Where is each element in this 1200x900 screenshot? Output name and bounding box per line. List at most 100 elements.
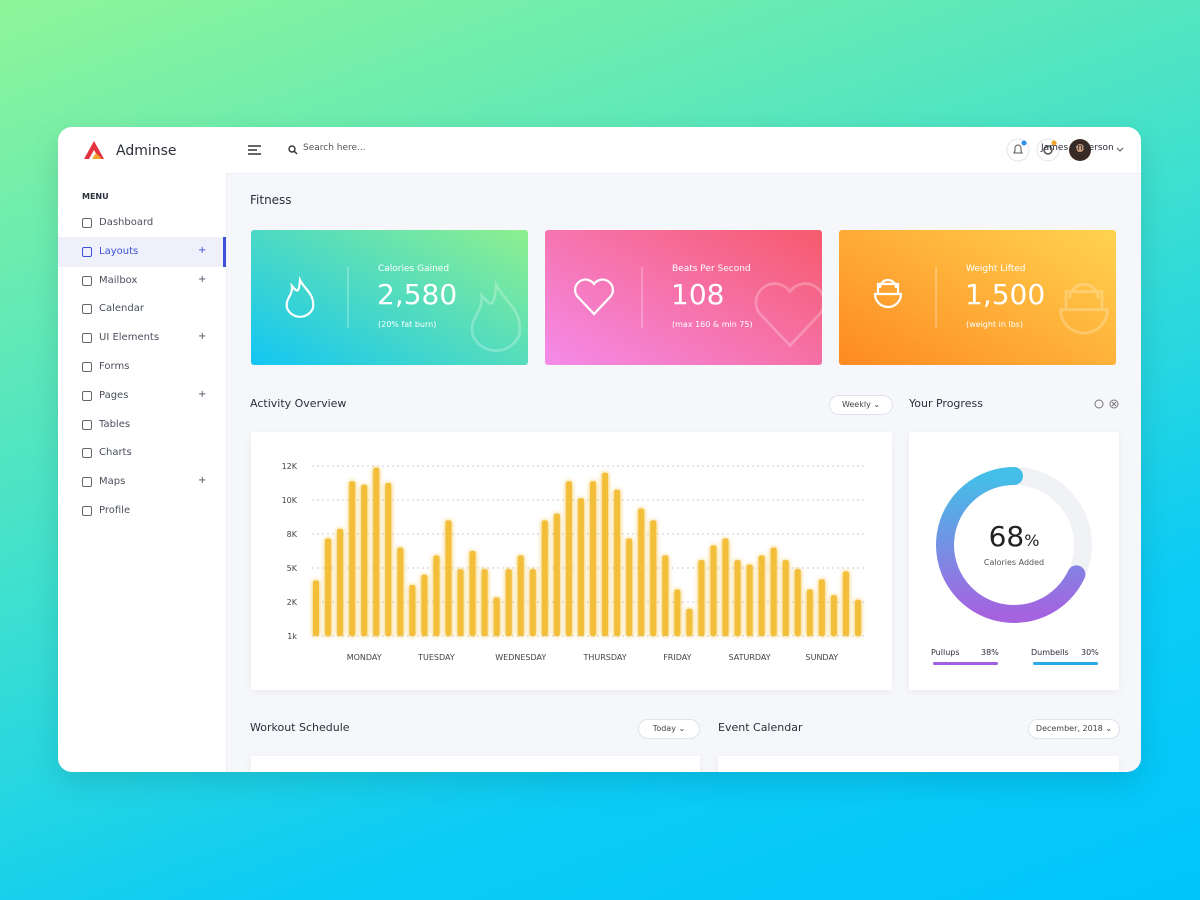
stat-value: 1,500 — [965, 278, 1046, 311]
menu-toggle: + — [198, 273, 207, 285]
menu-item[interactable]: Pages + — [58, 381, 226, 411]
x-tick-label: SATURDAY — [729, 653, 771, 662]
search-input[interactable]: Search here... — [303, 143, 366, 153]
icon-shape — [82, 362, 92, 372]
bar — [770, 547, 777, 636]
menu-item[interactable]: Maps + — [58, 467, 226, 497]
stat-label: Beats Per Second — [672, 264, 751, 274]
stat-note: (weight in lbs) — [966, 320, 1024, 329]
bar — [337, 528, 344, 636]
menu-item[interactable]: UI Elements + — [58, 323, 226, 353]
bar — [674, 589, 681, 636]
menu-label: UI Elements — [99, 332, 160, 344]
donut-value: 68% — [909, 520, 1119, 553]
app-window: Adminse MENU Dashboard Layouts + Mailbox + Ca… — [58, 127, 1141, 772]
menu-item[interactable]: Layouts + — [58, 236, 226, 267]
progress-card: 68% Calories Added Pullups 38% Dumbells 30% — [909, 432, 1119, 690]
bar — [830, 595, 837, 636]
stat-label: Calories Gained — [378, 264, 450, 274]
bar — [565, 481, 572, 636]
menu-icon — [82, 477, 92, 488]
bar — [409, 585, 416, 636]
icon-shape — [82, 448, 92, 459]
card-watermark — [1059, 283, 1109, 335]
legend-value: 38% — [981, 648, 999, 657]
menu-icon — [82, 246, 92, 257]
menu-toggle: + — [198, 244, 207, 256]
card-art — [873, 267, 1109, 335]
chart-title: Activity Overview — [250, 397, 347, 410]
x-tick-label: FRIDAY — [663, 653, 691, 662]
menu-title: MENU — [82, 192, 109, 201]
donut-chart — [936, 467, 1092, 623]
stat-card: Beats Per Second 108 (max 160 & min 75) — [545, 230, 822, 365]
stat-note: (max 160 & min 75) — [672, 320, 753, 329]
section-title: Workout Schedule — [250, 721, 350, 734]
icon-shape — [82, 246, 92, 257]
menu-label: Mailbox — [99, 274, 138, 286]
card-watermark — [470, 279, 522, 352]
menu-icon — [82, 390, 92, 401]
bar — [590, 481, 597, 636]
user-name[interactable]: James Anderson — [1041, 143, 1114, 153]
menu-label: Forms — [99, 361, 130, 372]
menu-label: Layouts — [99, 245, 139, 257]
menu-label: Dashboard — [99, 217, 154, 228]
legend-label: Dumbells — [1031, 648, 1069, 657]
workout-card — [251, 756, 700, 772]
donut-caption: Calories Added — [983, 558, 1045, 567]
menu-toggle: + — [198, 388, 207, 400]
bar — [481, 569, 488, 636]
stat-value: 108 — [671, 278, 725, 311]
stat-card: Weight Lifted 1,500 (weight in lbs) — [839, 230, 1116, 365]
bar — [626, 538, 633, 636]
header-actions — [1006, 138, 1091, 162]
sidebar: Adminse MENU Dashboard Layouts + Mailbox + Ca… — [58, 127, 227, 772]
logo — [84, 141, 104, 159]
menu-label: Maps — [99, 476, 126, 488]
filter-button[interactable]: Weekly ⌄ — [829, 395, 893, 415]
bar — [505, 569, 512, 636]
menu-item[interactable]: Forms — [58, 352, 226, 382]
menu-item[interactable]: Charts — [58, 438, 226, 468]
bar — [529, 569, 536, 636]
stat-label: Weight Lifted — [966, 264, 1026, 274]
brand: Adminse — [116, 143, 177, 159]
menu-icon — [82, 218, 92, 228]
legend-value: 30% — [1081, 648, 1099, 657]
menu-item[interactable]: Mailbox + — [58, 266, 226, 296]
menu-item[interactable]: Tables — [58, 410, 226, 440]
bar — [361, 484, 368, 636]
bar — [445, 520, 452, 636]
chart-card: 1k 2K 5K 8K 10K 12K MONDAY TUESDAY WEDNESDAY THUR… — [251, 432, 892, 690]
bar — [421, 574, 428, 636]
filter-button[interactable]: Today ⌄ — [638, 719, 700, 739]
bar — [758, 555, 765, 636]
menu-label: Calendar — [99, 303, 144, 315]
menu-toggle[interactable] — [248, 145, 262, 155]
filter-label: December, 2018 — [1035, 724, 1103, 733]
y-tick-label: 5K — [287, 564, 298, 573]
y-tick-label: 2K — [287, 598, 298, 607]
y-tick-label: 8K — [287, 530, 298, 539]
icon-shape — [82, 477, 92, 488]
y-tick-label: 1k — [287, 632, 297, 641]
bar — [746, 564, 753, 636]
x-tick-label: WEDNESDAY — [495, 653, 546, 662]
stat-note: (20% fat burn) — [378, 320, 437, 329]
menu-icon — [82, 506, 92, 516]
card-icon — [873, 278, 903, 309]
menu-item[interactable]: Dashboard — [58, 208, 226, 238]
filter-button[interactable]: December, 2018 ⌄ — [1028, 719, 1120, 739]
icon-shape — [82, 218, 92, 228]
bar — [349, 481, 356, 636]
bar — [397, 547, 404, 636]
bar — [734, 560, 741, 636]
bar — [325, 538, 332, 636]
bar — [373, 467, 380, 636]
menu-item[interactable]: Calendar — [58, 294, 226, 324]
x-tick-label: TUESDAY — [417, 653, 455, 662]
card-watermark — [754, 282, 822, 348]
menu-item[interactable]: Profile — [58, 496, 226, 526]
